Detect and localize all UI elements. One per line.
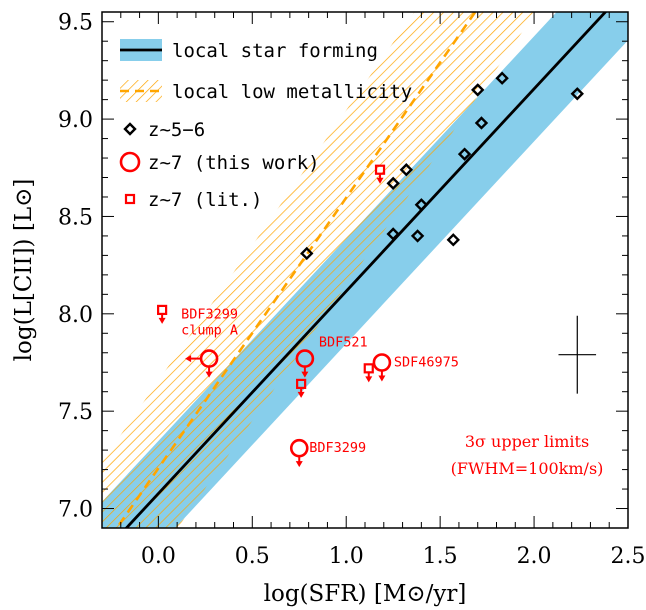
y-tick-label: 9.0: [58, 108, 93, 133]
legend-label: local low metallicity: [172, 81, 412, 103]
z5-6-point: [446, 233, 460, 247]
upper-limit-arrowhead: [365, 376, 373, 383]
y-axis-label: log(L[CII]) [L⊙]: [11, 179, 37, 362]
local-low-metallicity-line: [115, 12, 477, 528]
legend-label: local star forming: [172, 40, 378, 62]
z5-6-point: [570, 87, 584, 101]
point-label: BDF3299: [309, 440, 366, 456]
z5-6-point: [386, 227, 400, 241]
z5-6-point: [410, 229, 425, 243]
point-label-line: BDF3299: [309, 440, 366, 456]
x-tick-label: 0.0: [141, 544, 176, 569]
x-axis-label: log(SFR) [M⊙/yr]: [264, 581, 467, 607]
x-tick-label: 2.5: [611, 544, 646, 569]
z7-this-work-point: [289, 438, 309, 458]
z5-6-point: [386, 176, 400, 191]
sfr-limit-arrowhead: [185, 355, 192, 363]
upper-limit-arrowhead: [301, 371, 309, 378]
y-tick-label: 7.5: [58, 400, 93, 425]
upper-limit-arrowhead: [158, 317, 166, 324]
upper-limit-arrowhead: [297, 391, 305, 398]
legend-diamond-swatch: [123, 122, 137, 136]
upper-limit-arrowhead: [205, 371, 213, 378]
z5-6-point: [399, 163, 414, 177]
y-tick-label: 9.5: [58, 11, 93, 36]
legend-square-swatch: [124, 193, 136, 205]
z5-6-point: [300, 246, 314, 261]
z5-6-point: [474, 116, 489, 130]
legend-label: z~7 (lit.): [148, 189, 262, 211]
point-label-line: BDF3299: [181, 307, 238, 323]
z7-lit-point: [157, 304, 168, 316]
x-tick-label: 1.5: [423, 544, 458, 569]
local-low-metallicity-band: [102, 12, 537, 528]
z7-lit-point: [363, 363, 374, 374]
x-tick-label: 1.0: [329, 544, 364, 569]
z7-this-work-point: [372, 353, 392, 372]
legend-label: z~7 (this work): [148, 152, 320, 174]
upper-limit-arrowhead: [378, 375, 386, 382]
legend-label: z~5−6: [148, 119, 205, 141]
upper-limit-arrowhead: [376, 177, 384, 184]
z5-6-point: [471, 83, 485, 97]
point-label-line: clump A: [181, 323, 238, 339]
upper-limit-arrowhead: [295, 461, 303, 468]
y-tick-label: 8.5: [58, 205, 93, 230]
point-label-line: BDF521: [319, 335, 368, 351]
legend-circle-swatch: [119, 151, 141, 173]
upper-limit-note: 3σ upper limits: [465, 432, 589, 451]
point-label: BDF521: [319, 335, 368, 351]
y-tick-label: 7.0: [58, 498, 93, 523]
z5-6-point: [414, 198, 429, 212]
fwhm-note: (FWHM=100km/s): [451, 459, 604, 478]
x-tick-label: 2.0: [517, 544, 552, 569]
y-tick-label: 8.0: [58, 303, 93, 328]
point-label: SDF46975: [394, 354, 459, 370]
z5-6-point: [457, 147, 472, 161]
x-tick-label: 0.5: [235, 544, 270, 569]
point-label-line: SDF46975: [394, 354, 459, 370]
local-star-forming-line: [124, 12, 608, 528]
z5-6-point: [495, 71, 509, 85]
point-label: BDF3299 clump A: [181, 307, 238, 339]
